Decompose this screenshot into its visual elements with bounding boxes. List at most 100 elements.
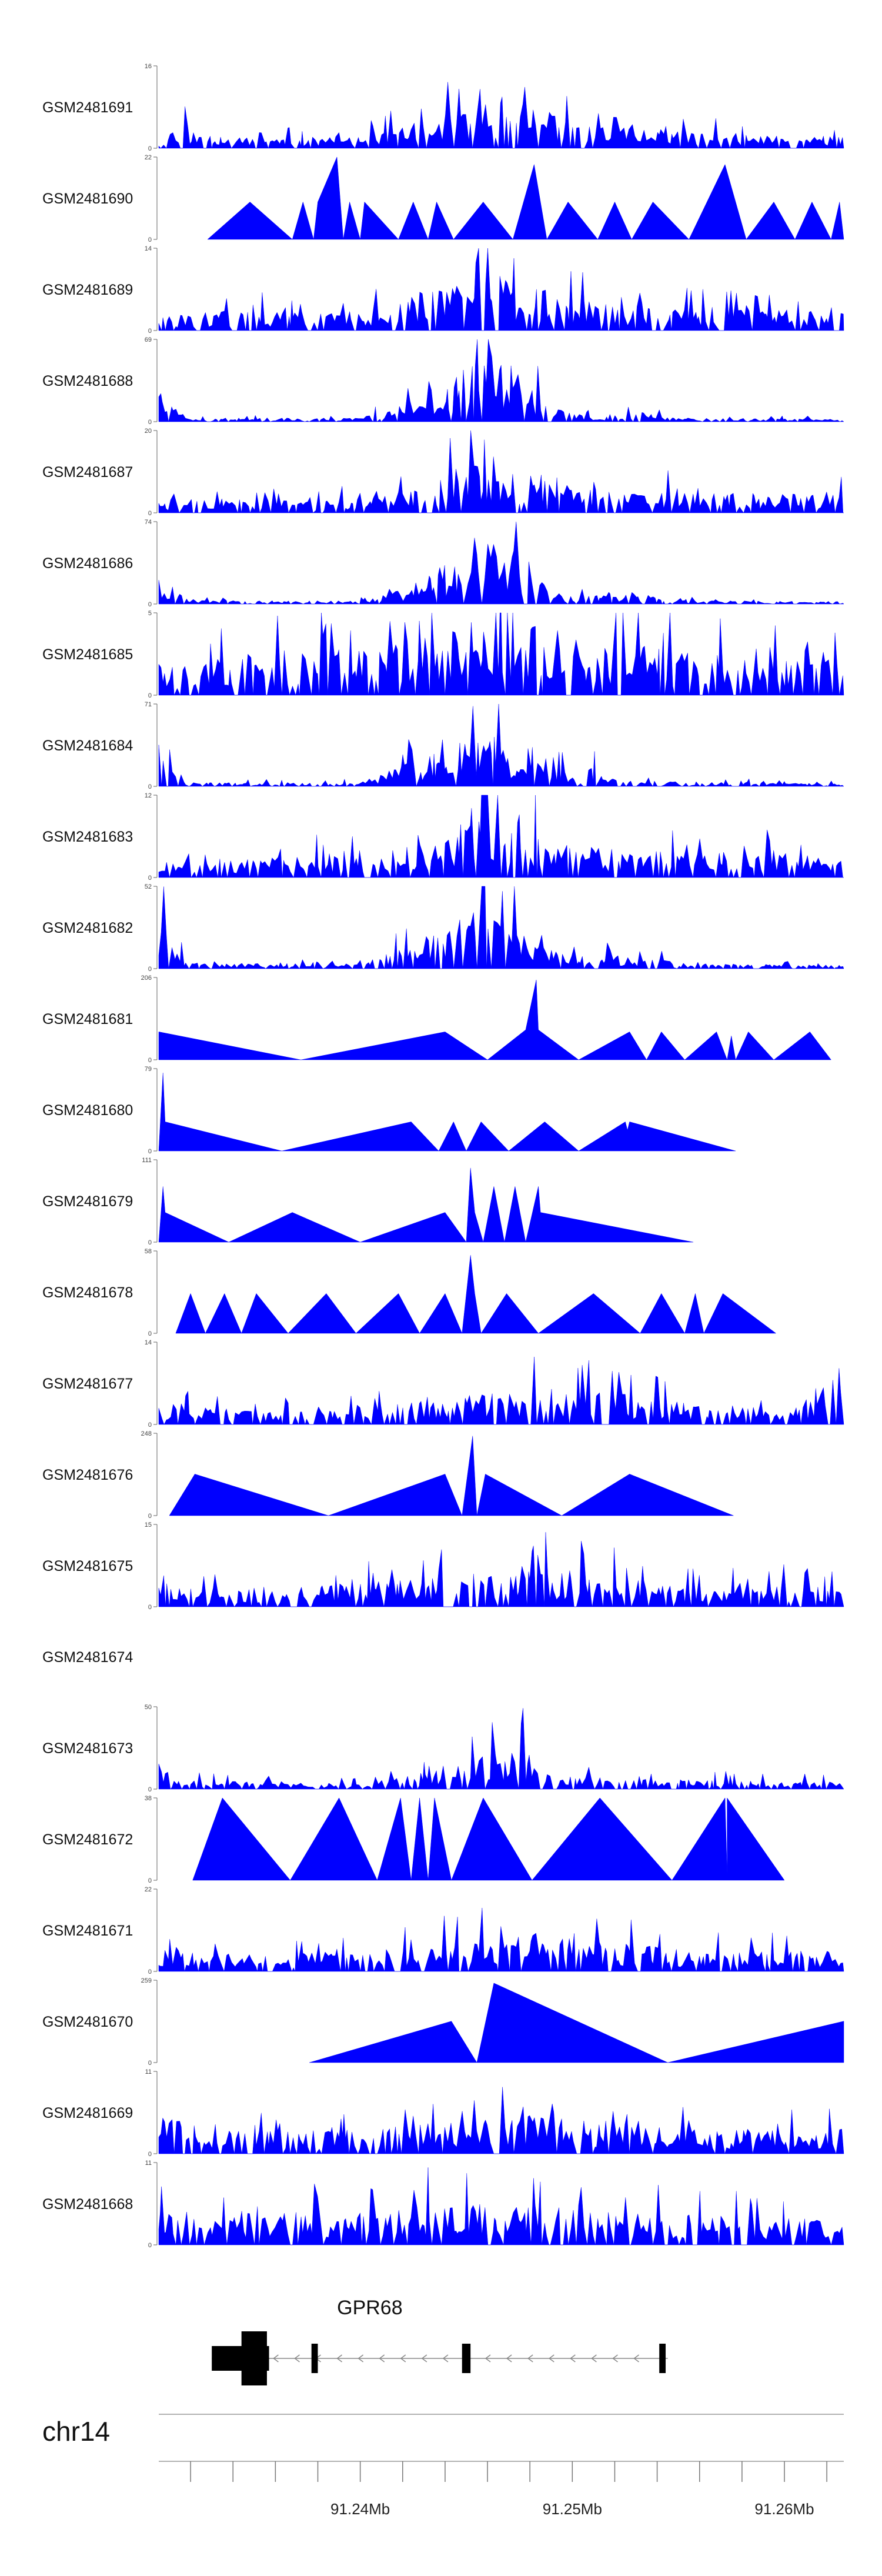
track-label: GSM2481691 [42, 99, 133, 116]
y-max-label: 248 [141, 1430, 152, 1437]
y-min-label: 0 [148, 2242, 152, 2249]
strand-arrow [358, 2354, 364, 2363]
track-GSM2481688: GSM2481688 69 0 [42, 336, 844, 426]
y-min-label: 0 [148, 1786, 152, 1793]
strand-arrow [485, 2354, 491, 2363]
track-label: GSM2481690 [42, 191, 133, 207]
track-GSM2481668: GSM2481668 11 0 [42, 2160, 844, 2249]
coverage-area [158, 248, 844, 331]
track-GSM2481680: GSM2481680 79 0 [42, 1066, 736, 1155]
track-label: GSM2481686 [42, 555, 133, 572]
track-GSM2481683: GSM2481683 12 0 [42, 792, 844, 882]
track-GSM2481675: GSM2481675 15 0 [42, 1521, 844, 1611]
track-label: GSM2481685 [42, 646, 133, 663]
track-GSM2481685: GSM2481685 5 0 [42, 610, 844, 699]
y-max-label: 14 [145, 245, 152, 252]
coverage-area [207, 156, 844, 240]
coverage-area [158, 1532, 844, 1607]
y-min-label: 0 [148, 875, 152, 882]
track-GSM2481679: GSM2481679 111 0 [42, 1157, 693, 1246]
y-max-label: 74 [145, 519, 152, 526]
coverage-area [175, 1255, 777, 1334]
y-max-label: 259 [141, 1977, 152, 1984]
track-GSM2481684: GSM2481684 71 0 [42, 701, 844, 790]
track-GSM2481669: GSM2481669 11 0 [42, 2068, 844, 2158]
track-GSM2481687: GSM2481687 20 0 [42, 428, 844, 517]
track-GSM2481691: GSM2481691 16 0 [42, 63, 844, 152]
coverage-area [158, 1167, 693, 1243]
coverage-area [158, 703, 844, 787]
axis-tick-label: 91.26Mb [754, 2500, 814, 2518]
track-GSM2481674: GSM2481674 [42, 1649, 133, 1666]
track-GSM2481678: GSM2481678 58 0 [42, 1248, 777, 1337]
track-label: GSM2481681 [42, 1011, 133, 1027]
y-min-label: 0 [148, 510, 152, 517]
y-max-label: 58 [145, 1248, 152, 1255]
strand-arrow [336, 2354, 343, 2363]
track-label: GSM2481687 [42, 464, 133, 481]
track-GSM2481676: GSM2481676 248 0 [42, 1430, 734, 1520]
y-min-label: 0 [148, 145, 152, 152]
coverage-area [158, 1708, 844, 1790]
track-label: GSM2481684 [42, 738, 133, 754]
genome-axis: chr14 91.24Mb 91.25Mb 91.26Mb [42, 2414, 844, 2518]
strand-arrow [612, 2354, 618, 2363]
axis-tick-label: 91.24Mb [330, 2500, 390, 2518]
y-min-label: 0 [148, 236, 152, 243]
track-GSM2481671: GSM2481671 22 0 [42, 1886, 844, 1976]
track-GSM2481681: GSM2481681 206 0 [42, 975, 831, 1064]
track-GSM2481686: GSM2481686 74 0 [42, 519, 844, 608]
gene-exon [462, 2344, 471, 2373]
y-max-label: 12 [145, 792, 152, 799]
y-min-label: 0 [148, 1968, 152, 1976]
y-min-label: 0 [148, 601, 152, 608]
coverage-area [192, 1797, 785, 1881]
track-label: GSM2481680 [42, 1102, 133, 1119]
y-max-label: 22 [145, 154, 152, 161]
track-label: GSM2481671 [42, 1923, 133, 1939]
coverage-area [158, 2167, 844, 2245]
track-GSM2481689: GSM2481689 14 0 [42, 245, 844, 335]
track-GSM2481690: GSM2481690 22 0 [42, 154, 844, 243]
gene-label: GPR68 [337, 2297, 403, 2319]
y-min-label: 0 [148, 2151, 152, 2158]
y-max-label: 69 [145, 336, 152, 343]
coverage-area [158, 521, 844, 605]
y-max-label: 22 [145, 1886, 152, 1893]
track-label: GSM2481673 [42, 1740, 133, 1757]
track-GSM2481672: GSM2481672 38 0 [42, 1795, 785, 1884]
track-label: GSM2481682 [42, 920, 133, 936]
axis-tick-label: 91.25Mb [543, 2500, 602, 2518]
y-max-label: 111 [142, 1157, 152, 1164]
y-max-label: 11 [145, 2160, 152, 2167]
strand-arrow [294, 2354, 300, 2363]
y-max-label: 38 [145, 1795, 152, 1802]
coverage-area [158, 795, 844, 878]
coverage-area [158, 1073, 736, 1152]
strand-arrow [591, 2354, 597, 2363]
coverage-area [158, 339, 844, 422]
y-max-label: 79 [145, 1066, 152, 1073]
coverage-area [158, 980, 831, 1060]
y-min-label: 0 [148, 1057, 152, 1064]
y-min-label: 0 [148, 1877, 152, 1884]
y-min-label: 0 [148, 783, 152, 790]
track-label: GSM2481677 [42, 1376, 133, 1392]
y-min-label: 0 [148, 328, 152, 335]
track-label: GSM2481678 [42, 1284, 133, 1301]
track-label: GSM2481675 [42, 1558, 133, 1574]
coverage-area [158, 430, 844, 513]
track-GSM2481673: GSM2481673 50 0 [42, 1704, 844, 1793]
y-min-label: 0 [148, 1148, 152, 1155]
track-label: GSM2481674 [42, 1649, 133, 1666]
y-max-label: 52 [145, 883, 152, 890]
track-GSM2481670: GSM2481670 259 0 [42, 1977, 844, 2067]
y-max-label: 20 [145, 428, 152, 435]
y-min-label: 0 [148, 419, 152, 426]
track-label: GSM2481668 [42, 2196, 133, 2213]
track-label: GSM2481672 [42, 1831, 133, 1848]
y-max-label: 16 [145, 63, 152, 70]
gene-exon [311, 2344, 318, 2373]
strand-arrow [549, 2354, 554, 2363]
